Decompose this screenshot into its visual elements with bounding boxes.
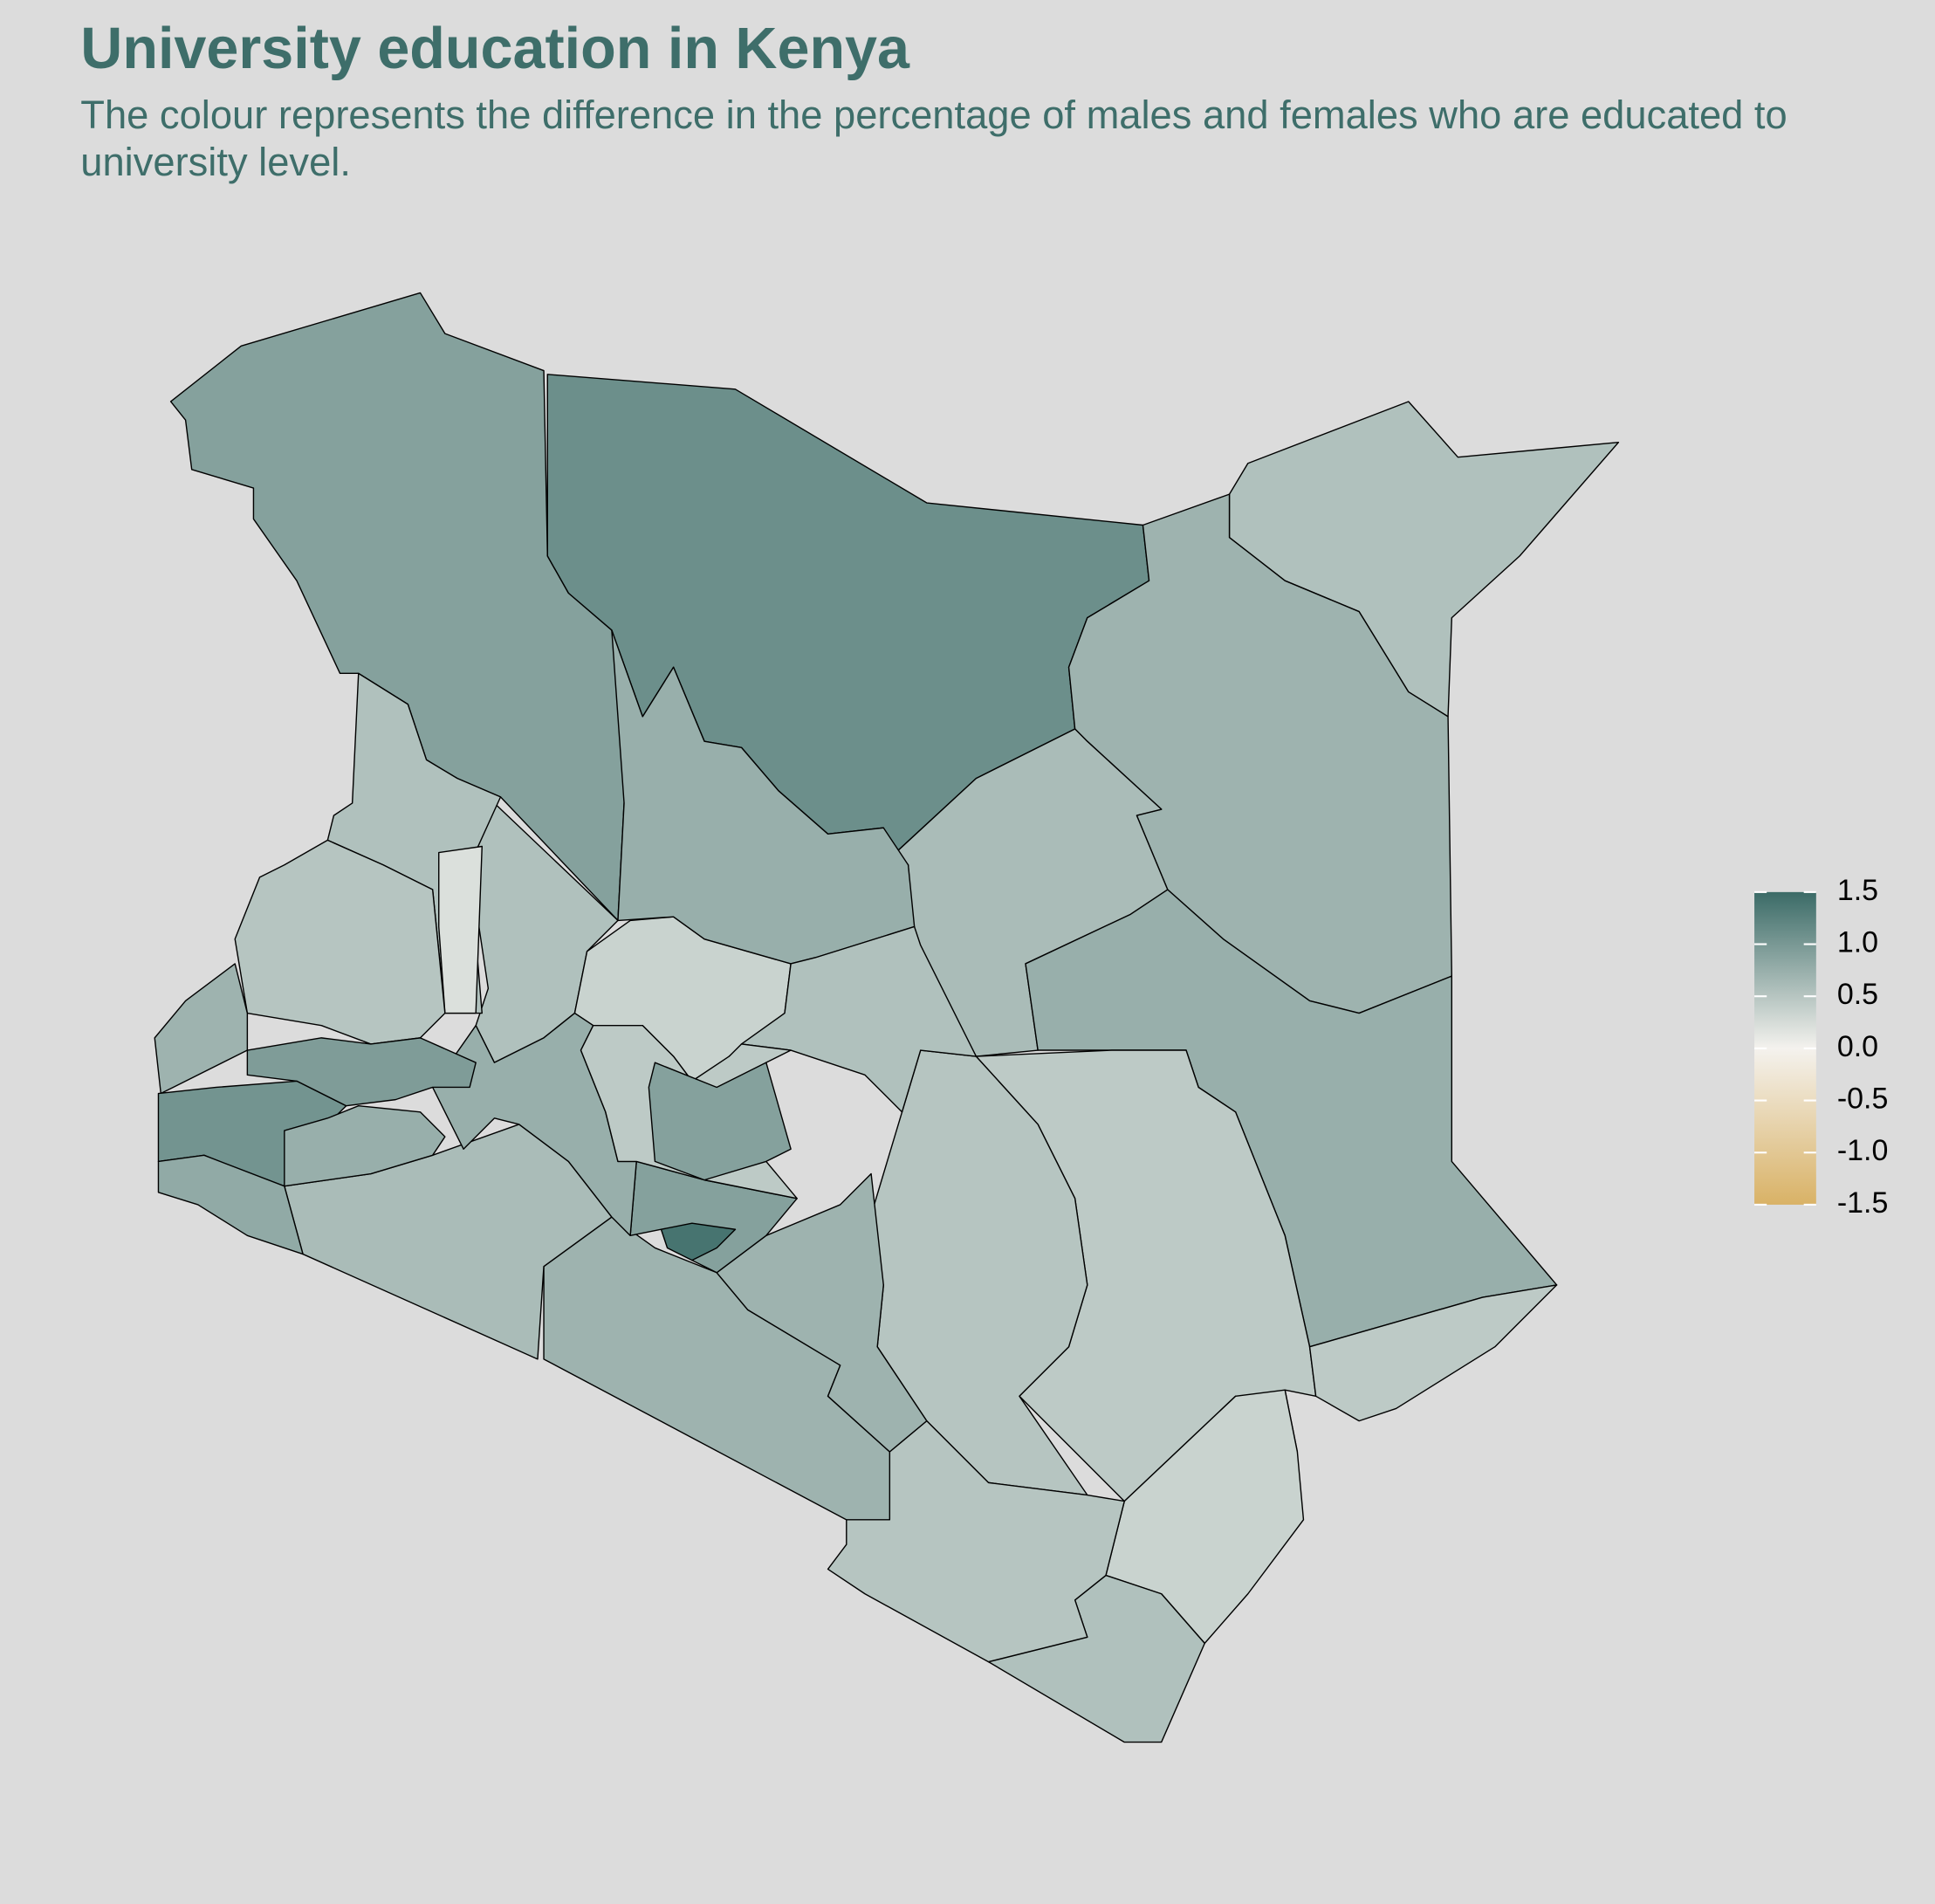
county <box>157 1154 304 1255</box>
map-title: University education in Kenya <box>80 17 910 81</box>
legend-tick-label: -0.5 <box>1837 1083 1889 1116</box>
county <box>438 845 483 1014</box>
county <box>648 1062 792 1181</box>
subtitle-box: The colour represents the difference in … <box>80 93 1787 184</box>
legend-tick-label: 0.5 <box>1837 978 1878 1011</box>
county <box>1308 1284 1558 1422</box>
legend-tick-label: -1.0 <box>1837 1134 1889 1167</box>
legend-tick-label: 0.0 <box>1837 1030 1878 1063</box>
county <box>611 629 916 965</box>
county <box>284 1104 446 1187</box>
map-subtitle: The colour represents the difference in … <box>80 93 1787 184</box>
counties <box>154 292 1620 1743</box>
legend-tick-label: 1.5 <box>1837 874 1878 907</box>
county <box>660 1222 737 1261</box>
county <box>740 925 978 1113</box>
county <box>716 1172 928 1453</box>
legend: 1.5 1.0 0.5 0.0 -0.5 -1.0 -1.5 <box>1754 874 1888 1220</box>
legend-tick-label: -1.5 <box>1837 1186 1889 1220</box>
county <box>827 1419 1125 1663</box>
legend-tick-label: 1.0 <box>1837 926 1878 959</box>
county <box>246 1037 477 1107</box>
